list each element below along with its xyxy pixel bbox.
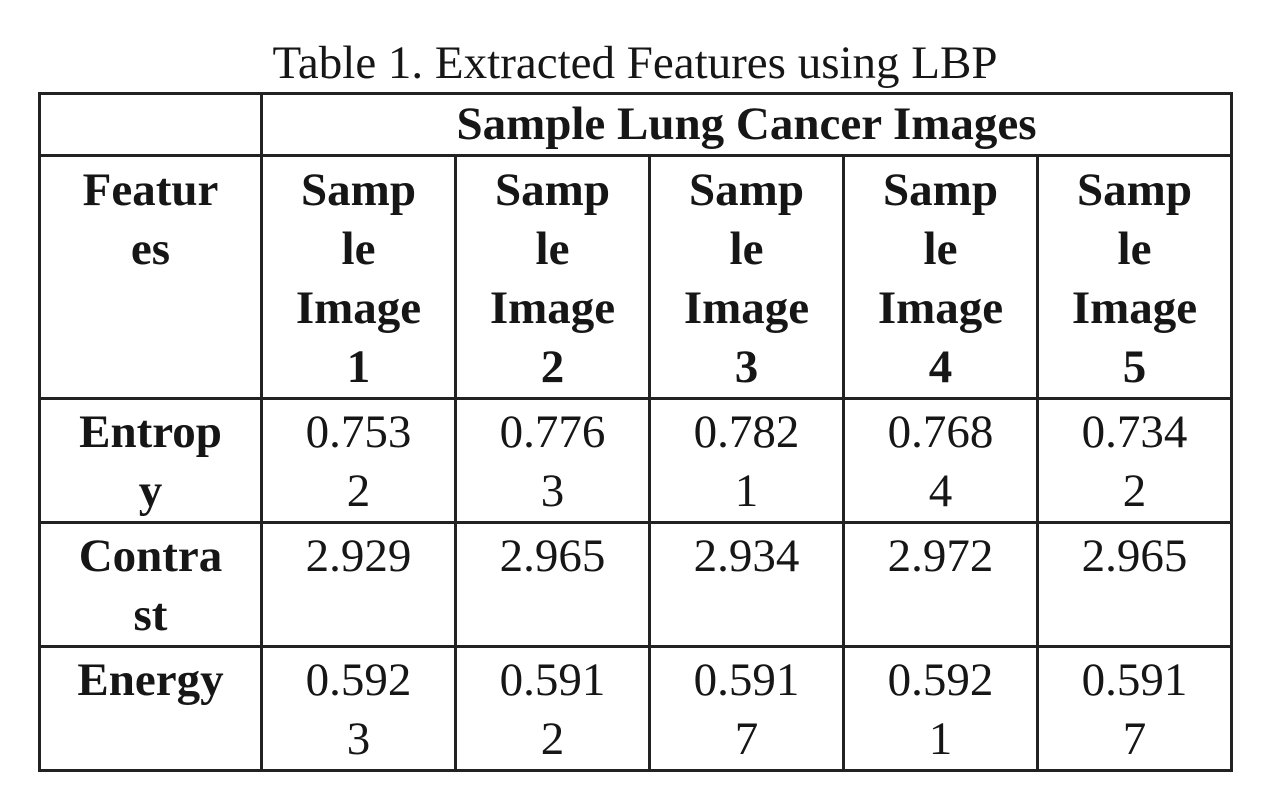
column-header-cell: Samp le Image 4 [842,154,1039,400]
column-header-label: Samp le Image 3 [683,164,810,393]
value-cell: 0.591 7 [648,645,845,772]
table-row: Energy 0.592 3 0.591 2 0.591 7 0.592 1 0… [38,645,1234,772]
value-cell: 2.965 [454,521,651,648]
table-caption: Table 1. Extracted Features using LBP [272,37,998,89]
value-text: 0.753 2 [305,406,412,517]
value-cell: 0.768 4 [842,397,1039,524]
value-cell: 0.734 2 [1035,397,1234,524]
group-header-cell: Sample Lung Cancer Images [259,92,1234,157]
value-cell: 2.965 [1035,521,1234,648]
table-row: Entrop y 0.753 2 0.776 3 0.782 1 0.768 4… [38,397,1234,524]
column-header-cell: Samp le Image 3 [648,154,845,400]
value-text: 0.591 7 [693,654,800,765]
column-header-cell: Samp le Image 2 [454,154,651,400]
value-text: 0.734 2 [1081,406,1188,517]
value-text: 0.592 1 [887,654,994,765]
row-feature-label: Entrop y [79,406,222,517]
value-cell: 0.592 3 [260,645,457,772]
value-text: 2.934 [693,530,800,582]
column-header-cell: Samp le Image 1 [260,154,457,400]
column-header-cell: Samp le Image 5 [1035,154,1234,400]
value-text: 2.965 [1081,530,1188,582]
value-text: 0.768 4 [887,406,994,517]
table-header-row: Featur es Samp le Image 1 Samp le Image … [38,154,1234,400]
value-cell: 2.972 [842,521,1039,648]
table-row: Contra st 2.929 2.965 2.934 2.972 2.965 [38,521,1234,648]
value-cell: 0.782 1 [648,397,845,524]
column-header-label: Samp le Image 4 [877,164,1004,393]
value-cell: 0.753 2 [260,397,457,524]
value-text: 0.591 2 [499,654,606,765]
value-cell: 2.934 [648,521,845,648]
column-header-label: Samp le Image 1 [295,164,422,393]
row-feature-cell: Contra st [38,521,263,648]
column-header-label: Samp le Image 5 [1071,164,1198,393]
feature-header-cell: Featur es [38,154,263,400]
row-feature-label: Contra st [78,530,223,641]
feature-header-label: Featur es [82,164,219,275]
row-feature-cell: Entrop y [38,397,263,524]
column-header-label: Samp le Image 2 [489,164,616,393]
value-cell: 2.929 [260,521,457,648]
value-cell: 0.776 3 [454,397,651,524]
group-header-label: Sample Lung Cancer Images [456,98,1037,150]
value-text: 0.591 7 [1081,654,1188,765]
value-text: 2.972 [887,530,994,582]
value-text: 2.965 [499,530,606,582]
empty-corner-cell [38,92,263,157]
value-text: 0.782 1 [693,406,800,517]
value-text: 0.592 3 [305,654,412,765]
features-table: Sample Lung Cancer Images Featur es Samp… [38,92,1234,772]
value-cell: 0.592 1 [842,645,1039,772]
value-cell: 0.591 7 [1035,645,1234,772]
value-text: 0.776 3 [499,406,606,517]
row-feature-cell: Energy [38,645,263,772]
value-text: 2.929 [305,530,412,582]
row-feature-label: Energy [77,654,224,706]
value-cell: 0.591 2 [454,645,651,772]
table-header-row-group: Sample Lung Cancer Images [38,92,1234,157]
